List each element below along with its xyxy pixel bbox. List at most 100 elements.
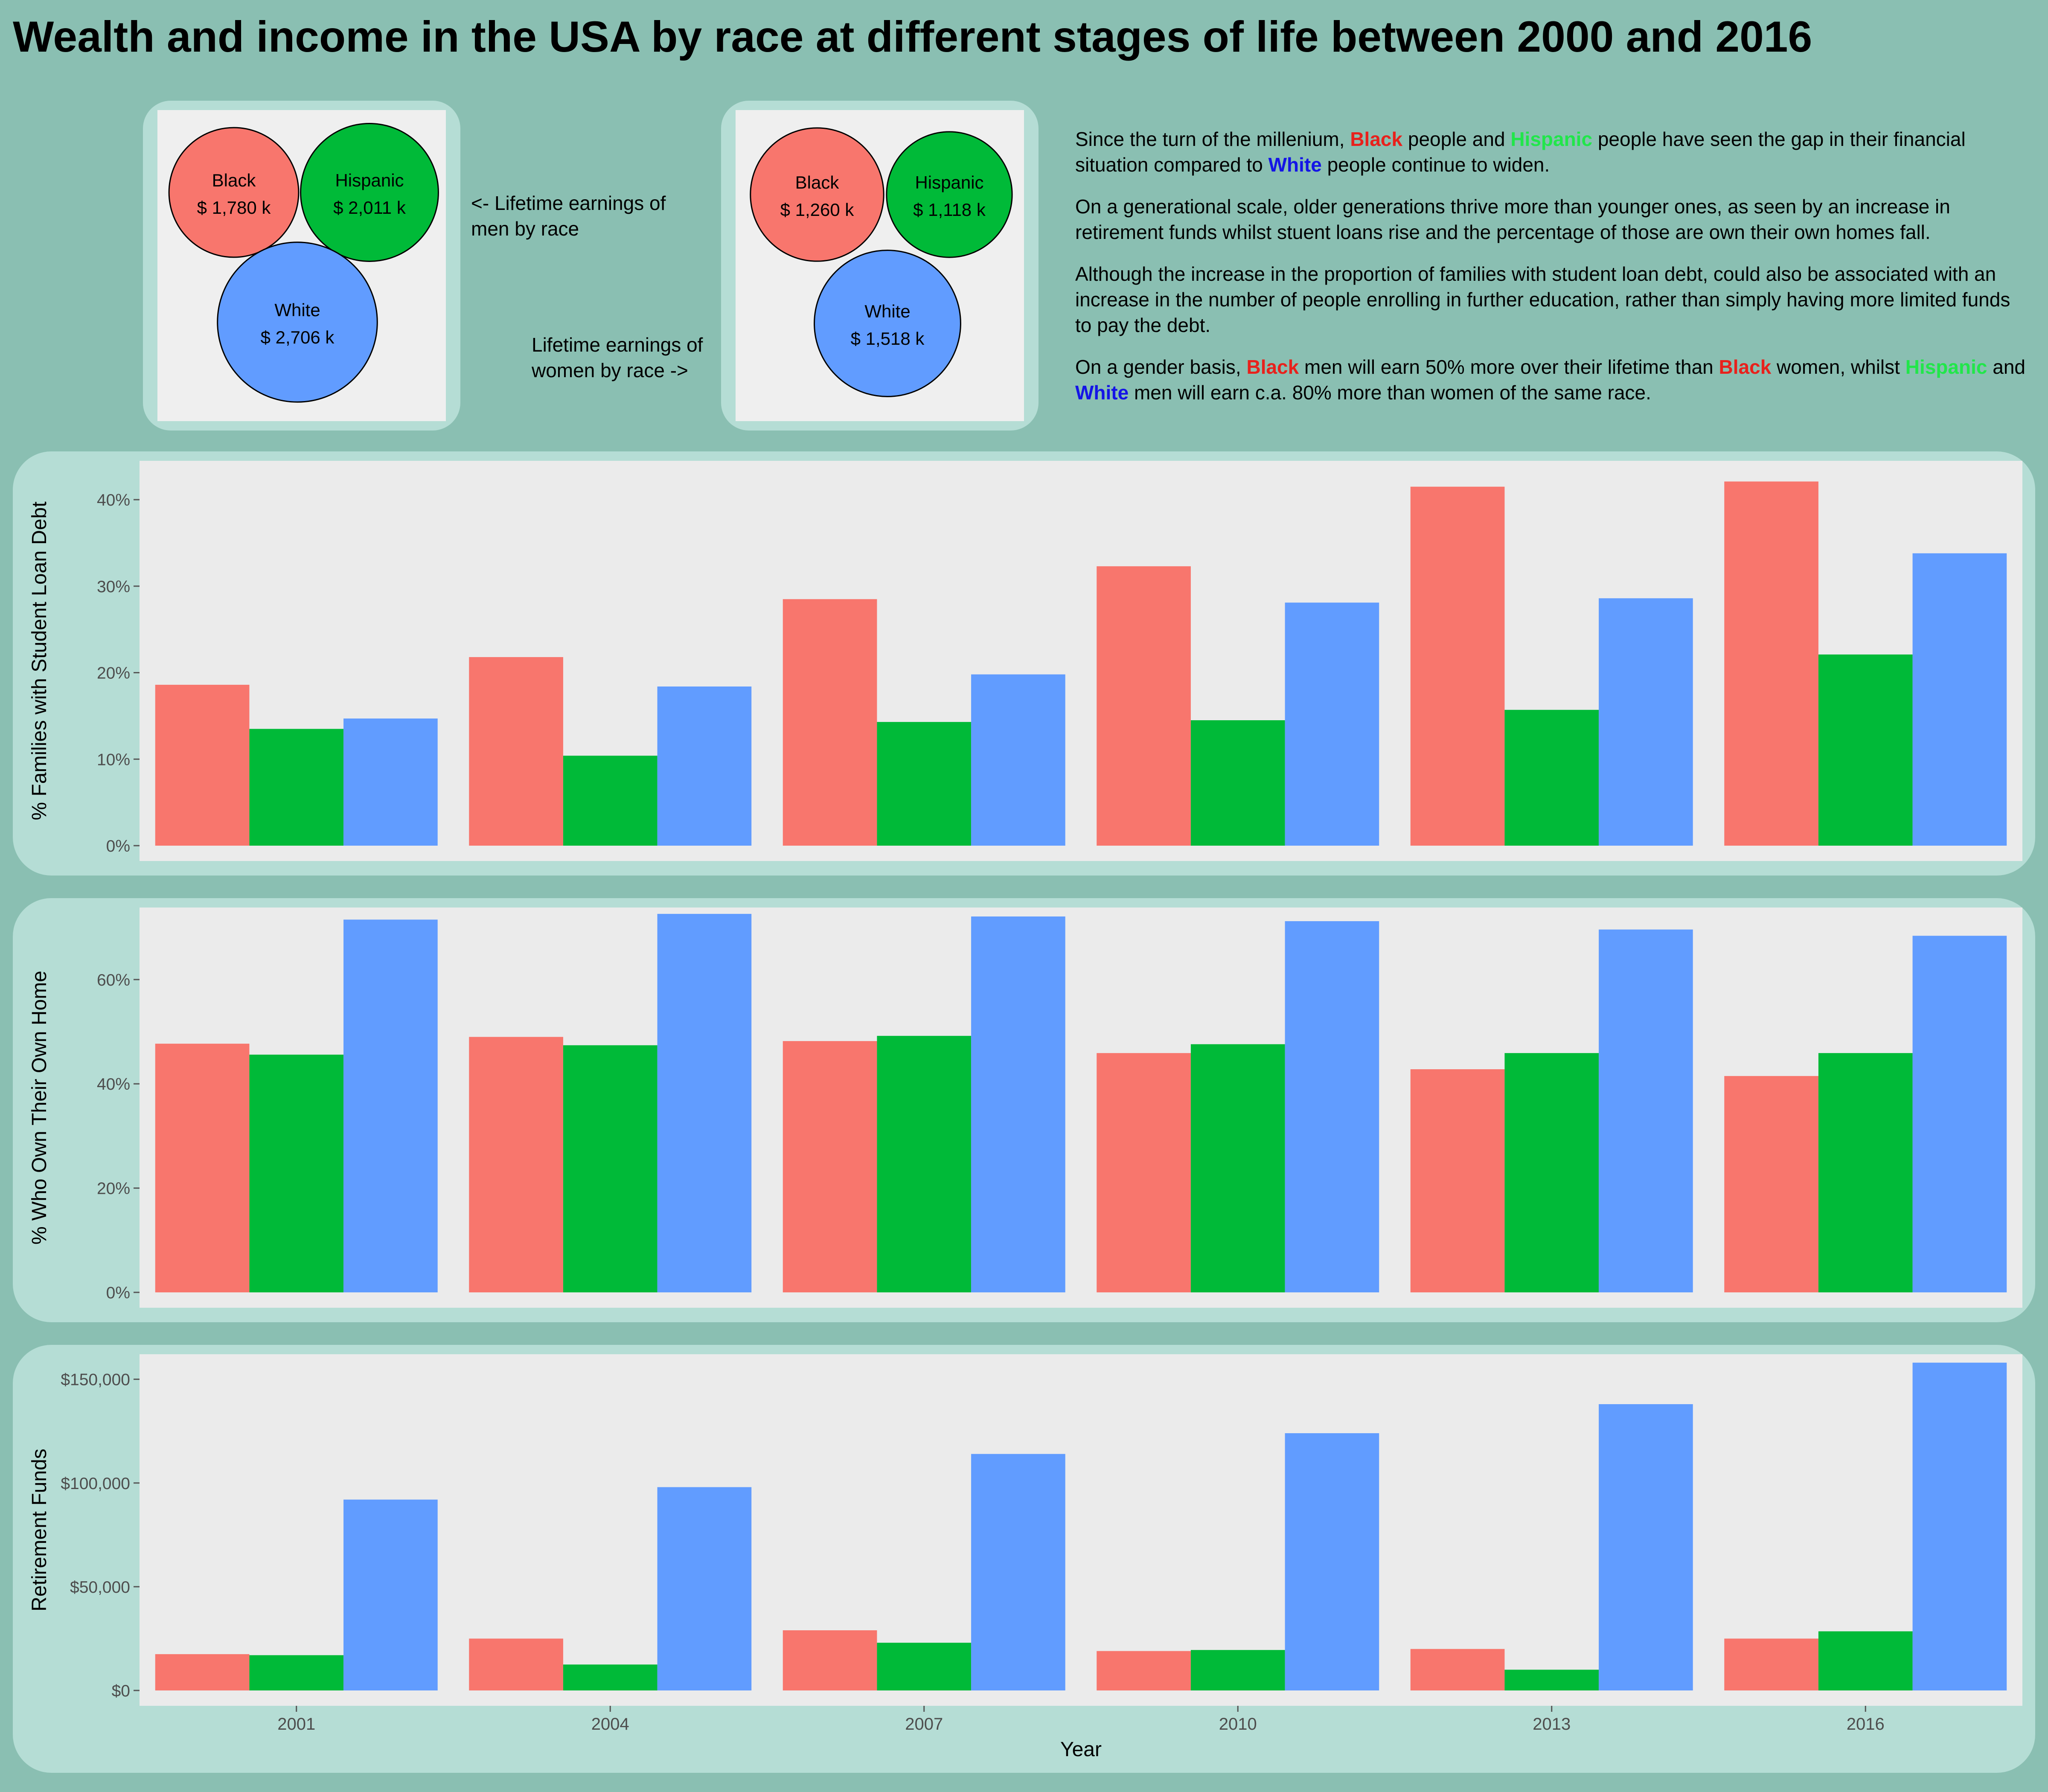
- bubble-value: $ 2,011 k: [333, 198, 406, 218]
- retirement-funds-chart: $0 $50,000 $100,000 $150,000 Retirement Fund…: [28, 1354, 2022, 1761]
- bar-hispanic-2007: [877, 722, 972, 846]
- y-tick-label: $150,000: [61, 1371, 130, 1389]
- bar-white-2007: [971, 1454, 1065, 1690]
- bar-hispanic-2001: [249, 1054, 344, 1292]
- bar-black-2001: [155, 1654, 250, 1690]
- bubble-value: $ 1,260 k: [780, 200, 855, 220]
- narrative-paragraph: On a gender basis, Black men will earn 5…: [1075, 354, 2027, 405]
- bubble-hispanic: [300, 123, 439, 262]
- bar-hispanic-2016: [1818, 1631, 1913, 1690]
- highlight-hisp: Hispanic: [1905, 356, 1987, 378]
- men-earnings-note: <- Lifetime earnings of men by race: [471, 192, 666, 240]
- bar-hispanic-2004: [563, 1045, 657, 1292]
- bar-white-2016: [1912, 1362, 2007, 1690]
- x-tick-label: 2010: [1219, 1715, 1257, 1734]
- bar-black-2013: [1410, 1069, 1505, 1292]
- bubble-label: White: [274, 300, 320, 320]
- y-tick-label: 20%: [97, 664, 130, 683]
- bar-white-2007: [971, 674, 1065, 846]
- bar-hispanic-2004: [563, 756, 657, 846]
- bubble-value: $ 1,118 k: [913, 200, 986, 220]
- x-tick-label: 2007: [905, 1715, 943, 1734]
- bar-black-2004: [469, 1037, 563, 1292]
- highlight-white: White: [1075, 381, 1129, 404]
- y-axis-label: Retirement Funds: [28, 1449, 51, 1612]
- y-tick-label: 40%: [97, 491, 130, 509]
- y-tick-label: 10%: [97, 751, 130, 769]
- x-tick-label: 2001: [277, 1715, 315, 1734]
- highlight-white: White: [1268, 154, 1322, 176]
- bar-white-2010: [1285, 602, 1379, 846]
- y-tick-label: 40%: [97, 1075, 130, 1094]
- women-earnings-card: Black $ 1,260 k Hispanic $ 1,118 k White $ 1,…: [721, 101, 1039, 431]
- bubble-black: [750, 127, 884, 262]
- bubble-label: Black: [795, 172, 840, 192]
- narrative-text-run: On a generational scale, older generatio…: [1075, 195, 1950, 243]
- bubble-value: $ 2,706 k: [261, 327, 335, 347]
- bubble-label: White: [864, 301, 910, 321]
- narrative-text-run: On a gender basis,: [1075, 356, 1247, 378]
- bar-white-2013: [1599, 1404, 1693, 1690]
- plot-area: [140, 908, 2022, 1308]
- bar-white-2007: [971, 916, 1065, 1292]
- narrative-text-run: Although the increase in the proportion …: [1075, 263, 2010, 336]
- bar-black-2001: [155, 1044, 250, 1292]
- bar-white-2001: [343, 1499, 438, 1690]
- bar-black-2007: [783, 1630, 877, 1690]
- bubble-white: [217, 241, 378, 403]
- bar-white-2013: [1599, 598, 1693, 846]
- highlight-hisp: Hispanic: [1510, 128, 1593, 150]
- bar-white-2016: [1912, 936, 2007, 1292]
- bubble-value: $ 1,518 k: [851, 329, 925, 349]
- bar-hispanic-2013: [1504, 1670, 1599, 1690]
- y-tick-label: 0%: [106, 1284, 130, 1302]
- bar-black-2007: [783, 1041, 877, 1292]
- bar-black-2016: [1724, 1638, 1818, 1690]
- bubble-hispanic: [886, 131, 1013, 258]
- bar-black-2013: [1410, 486, 1505, 846]
- narrative-text-run: women, whilst: [1771, 356, 1905, 378]
- x-axis-label: Year: [1060, 1738, 1102, 1761]
- bubble-black: [168, 127, 300, 258]
- bar-white-2004: [657, 1487, 752, 1690]
- home-ownership-chart: 0% 20% 40% 60% % Who Own Their Own Home: [28, 908, 2022, 1308]
- narrative-text-run: people and: [1402, 128, 1511, 150]
- bubble-label: Black: [212, 170, 256, 190]
- narrative-text-run: Since the turn of the millenium,: [1075, 128, 1350, 150]
- bubble-label: Hispanic: [915, 172, 983, 192]
- bar-black-2007: [783, 599, 877, 846]
- student-loan-chart: 0% 10% 20% 30% 40% % Families with Student Lo…: [28, 461, 2022, 861]
- highlight-black: Black: [1350, 128, 1403, 150]
- bar-hispanic-2004: [563, 1664, 657, 1690]
- bar-hispanic-2007: [877, 1643, 972, 1690]
- y-axis-label: % Who Own Their Own Home: [28, 971, 51, 1245]
- bar-white-2010: [1285, 921, 1379, 1292]
- bubble-white: [814, 250, 961, 397]
- page-title: Wealth and income in the USA by race at …: [13, 12, 1812, 61]
- bar-white-2004: [657, 913, 752, 1292]
- narrative-text-run: men will earn 50% more over their lifeti…: [1299, 356, 1719, 378]
- bar-hispanic-2013: [1504, 1053, 1599, 1292]
- y-tick-label: 30%: [97, 578, 130, 596]
- x-tick-label: 2004: [591, 1715, 629, 1734]
- bar-white-2001: [343, 919, 438, 1292]
- narrative-paragraph: Since the turn of the millenium, Black p…: [1075, 126, 2027, 177]
- narrative-text-run: people have seen the gap in their financ…: [1075, 128, 1966, 176]
- narrative-text-run: men will earn c.a. 80% more than women o…: [1129, 381, 1651, 404]
- bar-black-2004: [469, 1638, 563, 1690]
- bar-hispanic-2016: [1818, 1053, 1913, 1292]
- bar-black-2013: [1410, 1649, 1505, 1690]
- x-tick-label: 2013: [1533, 1715, 1571, 1734]
- men-earnings-bubbles: Black $ 1,780 k Hispanic $ 2,011 k White $ 2,…: [168, 123, 439, 403]
- highlight-black: Black: [1246, 356, 1299, 378]
- plot-area: [140, 461, 2022, 861]
- y-axis-label: % Families with Student Loan Debt: [28, 501, 51, 820]
- women-earnings-bubbles: Black $ 1,260 k Hispanic $ 1,118 k White $ 1,…: [750, 127, 1013, 397]
- retirement-funds-panel: $0 $50,000 $100,000 $150,000 Retirement Fund…: [13, 1345, 2035, 1773]
- bar-hispanic-2010: [1190, 1650, 1285, 1690]
- bar-white-2010: [1285, 1433, 1379, 1690]
- narrative-text-run: people continue to widen.: [1321, 154, 1550, 176]
- y-tick-label: 0%: [106, 837, 130, 855]
- bar-black-2010: [1097, 1053, 1191, 1292]
- bar-hispanic-2001: [249, 1655, 344, 1690]
